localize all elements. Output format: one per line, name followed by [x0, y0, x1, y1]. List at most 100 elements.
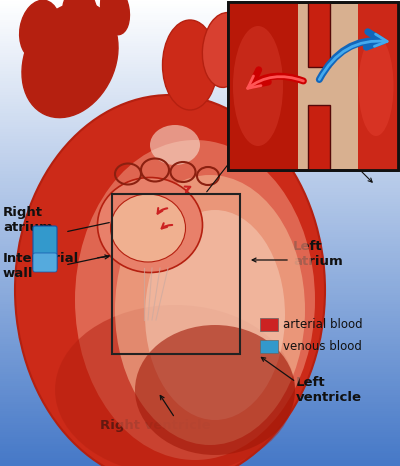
- Bar: [0, 47, 400, 50]
- Bar: [0, 380, 400, 383]
- Bar: [112, 194, 240, 354]
- Bar: [0, 296, 400, 299]
- Bar: [0, 142, 400, 145]
- Bar: [0, 149, 400, 152]
- Bar: [0, 450, 400, 453]
- Bar: [228, 2, 398, 170]
- Bar: [0, 445, 400, 448]
- Text: venous blood: venous blood: [283, 340, 362, 353]
- Bar: [0, 301, 400, 304]
- Bar: [0, 186, 400, 190]
- Bar: [0, 305, 400, 308]
- Bar: [0, 77, 400, 80]
- Bar: [0, 338, 400, 341]
- Bar: [0, 28, 400, 31]
- Bar: [0, 310, 400, 313]
- Bar: [308, 2, 330, 67]
- Bar: [0, 382, 400, 385]
- Bar: [0, 9, 400, 13]
- Bar: [0, 228, 400, 232]
- Bar: [0, 354, 400, 357]
- Bar: [0, 242, 400, 246]
- Bar: [0, 315, 400, 318]
- Bar: [0, 317, 400, 320]
- Bar: [0, 356, 400, 360]
- Bar: [0, 273, 400, 276]
- Bar: [0, 415, 400, 418]
- Bar: [0, 422, 400, 425]
- Bar: [0, 336, 400, 339]
- Bar: [0, 440, 400, 444]
- Bar: [0, 366, 400, 369]
- Bar: [0, 198, 400, 201]
- Bar: [0, 210, 400, 213]
- Ellipse shape: [115, 175, 305, 445]
- Bar: [0, 16, 400, 20]
- Text: arterial blood: arterial blood: [283, 318, 363, 331]
- Bar: [0, 291, 400, 295]
- Text: Right
atrium: Right atrium: [3, 206, 53, 234]
- Bar: [0, 100, 400, 103]
- Bar: [0, 438, 400, 441]
- Ellipse shape: [75, 140, 315, 460]
- Bar: [0, 454, 400, 458]
- Ellipse shape: [135, 325, 295, 455]
- Bar: [0, 40, 400, 43]
- Bar: [0, 298, 400, 302]
- Bar: [0, 110, 400, 113]
- Bar: [0, 96, 400, 99]
- Bar: [0, 51, 400, 55]
- Ellipse shape: [62, 0, 98, 42]
- Bar: [0, 175, 400, 178]
- Text: Left
atrium: Left atrium: [293, 240, 343, 268]
- Bar: [0, 398, 400, 402]
- Bar: [0, 147, 400, 150]
- Ellipse shape: [237, 3, 273, 57]
- Bar: [0, 289, 400, 292]
- Bar: [0, 156, 400, 159]
- Bar: [0, 14, 400, 17]
- Bar: [0, 275, 400, 278]
- Bar: [0, 345, 400, 348]
- Bar: [0, 158, 400, 162]
- Bar: [0, 387, 400, 390]
- Bar: [0, 343, 400, 346]
- Bar: [0, 35, 400, 38]
- Bar: [0, 256, 400, 260]
- Bar: [0, 119, 400, 122]
- Bar: [0, 233, 400, 236]
- Bar: [0, 329, 400, 332]
- Bar: [0, 277, 400, 281]
- Bar: [0, 245, 400, 248]
- Text: Interatrial
wall: Interatrial wall: [3, 252, 79, 280]
- Bar: [0, 408, 400, 411]
- Text: Left
ventricle: Left ventricle: [296, 376, 362, 404]
- Bar: [0, 112, 400, 115]
- Bar: [0, 235, 400, 239]
- Bar: [260, 340, 278, 353]
- Bar: [0, 247, 400, 250]
- Bar: [0, 19, 400, 22]
- Bar: [0, 79, 400, 82]
- Bar: [0, 370, 400, 374]
- Bar: [0, 137, 400, 141]
- Bar: [358, 2, 398, 170]
- FancyBboxPatch shape: [33, 226, 57, 270]
- Bar: [0, 340, 400, 343]
- Bar: [0, 177, 400, 180]
- Ellipse shape: [145, 210, 285, 420]
- Bar: [0, 2, 400, 6]
- Bar: [0, 107, 400, 110]
- Bar: [0, 319, 400, 322]
- Bar: [0, 331, 400, 334]
- Bar: [0, 121, 400, 124]
- Bar: [0, 114, 400, 117]
- Bar: [0, 217, 400, 220]
- Ellipse shape: [100, 0, 130, 35]
- Bar: [0, 165, 400, 169]
- Bar: [0, 452, 400, 455]
- Bar: [0, 254, 400, 257]
- Bar: [0, 221, 400, 225]
- Bar: [0, 224, 400, 227]
- Bar: [0, 333, 400, 336]
